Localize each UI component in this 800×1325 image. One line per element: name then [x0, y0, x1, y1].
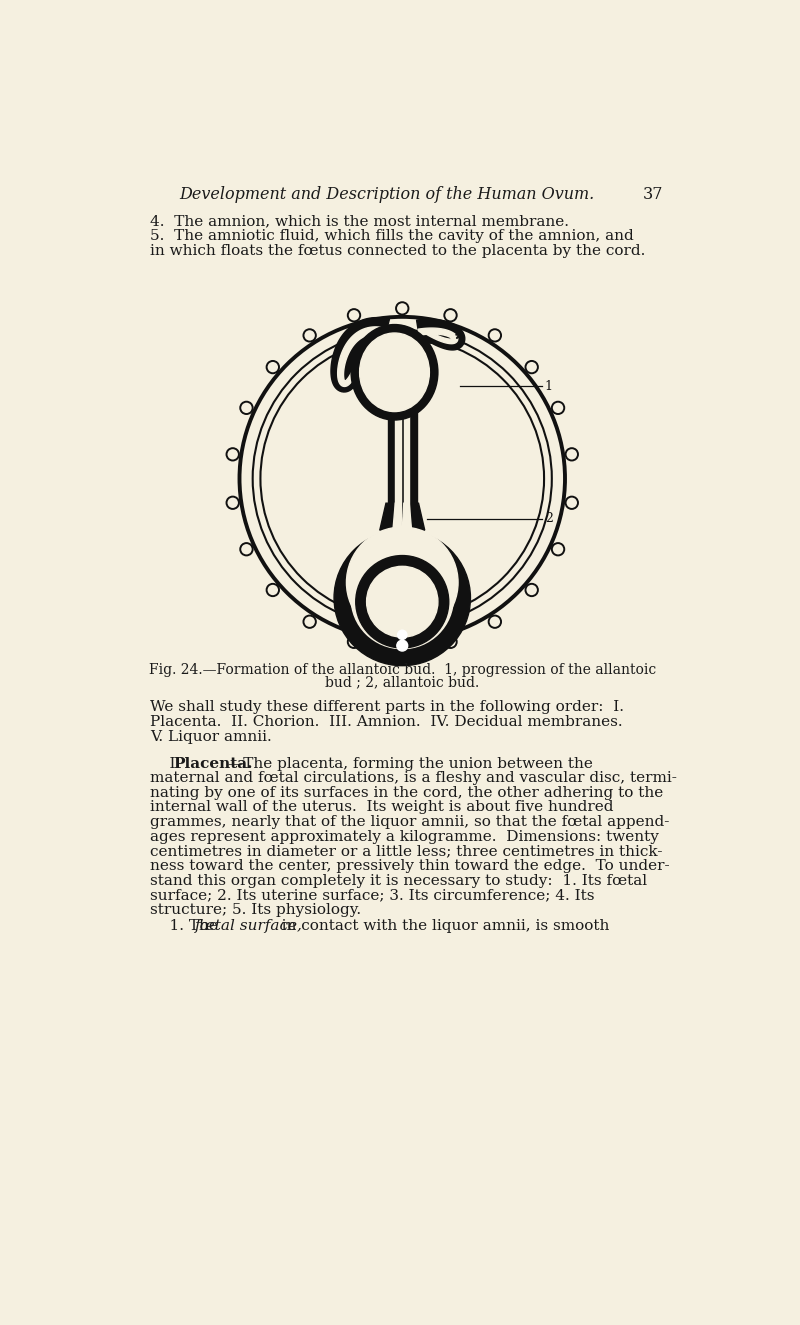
Circle shape: [346, 527, 458, 637]
Text: 1: 1: [545, 380, 553, 392]
Text: surface; 2. Its uterine surface; 3. Its circumference; 4. Its: surface; 2. Its uterine surface; 3. Its …: [150, 888, 595, 902]
Text: maternal and fœtal circulations, is a fleshy and vascular disc, termi-: maternal and fœtal circulations, is a fl…: [150, 771, 678, 786]
Text: ages represent approximately a kilogramme.  Dimensions: twenty: ages represent approximately a kilogramm…: [150, 829, 659, 844]
Text: in contact with the liquor amnii, is smooth: in contact with the liquor amnii, is smo…: [274, 920, 609, 933]
Text: V. Liquor amnii.: V. Liquor amnii.: [150, 730, 272, 743]
Polygon shape: [417, 319, 465, 350]
Circle shape: [397, 640, 408, 651]
Ellipse shape: [351, 325, 438, 420]
Polygon shape: [393, 504, 402, 530]
Polygon shape: [380, 504, 425, 530]
Text: —The placenta, forming the union between the: —The placenta, forming the union between…: [228, 757, 593, 771]
Text: grammes, nearly that of the liquor amnii, so that the fœtal append-: grammes, nearly that of the liquor amnii…: [150, 815, 670, 829]
Polygon shape: [404, 337, 410, 514]
Text: 4.  The amnion, which is the most internal membrane.: 4. The amnion, which is the most interna…: [150, 215, 570, 228]
Text: nating by one of its surfaces in the cord, the other adhering to the: nating by one of its surfaces in the cor…: [150, 786, 664, 800]
Text: centimetres in diameter or a little less; three centimetres in thick-: centimetres in diameter or a little less…: [150, 844, 663, 859]
Polygon shape: [338, 327, 387, 387]
Text: Placenta.: Placenta.: [173, 757, 252, 771]
Polygon shape: [387, 333, 417, 518]
Polygon shape: [402, 504, 411, 530]
Text: Placenta.  II. Chorion.  III. Amnion.  IV. Decidual membranes.: Placenta. II. Chorion. III. Amnion. IV. …: [150, 716, 623, 729]
Text: internal wall of the uterus.  Its weight is about five hundred: internal wall of the uterus. Its weight …: [150, 800, 614, 815]
Text: structure; 5. Its physiology.: structure; 5. Its physiology.: [150, 902, 362, 917]
Circle shape: [356, 555, 449, 648]
Text: 1. The: 1. The: [150, 920, 226, 933]
Text: fœtal surface,: fœtal surface,: [194, 920, 302, 933]
Ellipse shape: [360, 333, 430, 412]
Text: stand this organ completely it is necessary to study:  1. Its fœtal: stand this organ completely it is necess…: [150, 873, 647, 888]
Circle shape: [366, 566, 438, 637]
Circle shape: [398, 631, 407, 640]
Ellipse shape: [362, 335, 427, 409]
Text: Development and Description of the Human Ovum.: Development and Description of the Human…: [179, 186, 594, 203]
Text: I.: I.: [150, 757, 188, 771]
Text: 37: 37: [642, 186, 663, 203]
Text: Fig. 24.—Formation of the allantoic bud.  1, progression of the allantoic: Fig. 24.—Formation of the allantoic bud.…: [149, 664, 656, 677]
Polygon shape: [331, 318, 390, 392]
Polygon shape: [418, 329, 458, 343]
Text: We shall study these different parts in the following order:  I.: We shall study these different parts in …: [150, 701, 624, 714]
Ellipse shape: [352, 326, 437, 419]
Text: bud ; 2, allantoic bud.: bud ; 2, allantoic bud.: [325, 676, 479, 690]
Circle shape: [351, 547, 454, 649]
Polygon shape: [395, 337, 401, 514]
Text: ness toward the center, pressively thin toward the edge.  To under-: ness toward the center, pressively thin …: [150, 859, 670, 873]
Circle shape: [334, 530, 470, 665]
Text: 5.  The amniotic fluid, which fills the cavity of the amnion, and: 5. The amniotic fluid, which fills the c…: [150, 229, 634, 242]
Text: 2: 2: [545, 511, 553, 525]
Text: in which floats the fœtus connected to the placenta by the cord.: in which floats the fœtus connected to t…: [150, 244, 646, 257]
